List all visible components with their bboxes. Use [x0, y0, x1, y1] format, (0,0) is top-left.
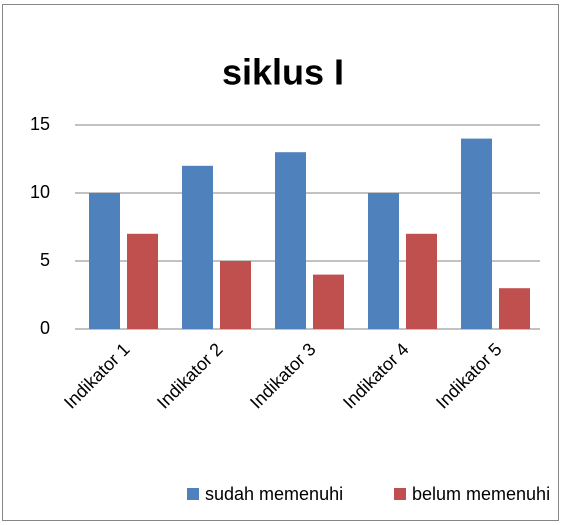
- y-tick-label: 5: [40, 250, 50, 270]
- bar: [313, 274, 344, 329]
- y-tick-label: 0: [40, 318, 50, 338]
- bar: [275, 152, 306, 329]
- bar: [127, 233, 158, 329]
- bar: [220, 261, 251, 329]
- legend-label: sudah memenuhi: [205, 484, 343, 504]
- chart-title: siklus I: [222, 52, 344, 93]
- bar: [89, 193, 120, 329]
- legend-label: belum memenuhi: [412, 484, 550, 504]
- bar: [499, 288, 530, 329]
- bar: [461, 138, 492, 329]
- legend-swatch: [394, 488, 406, 500]
- y-tick-label: 15: [30, 114, 50, 134]
- y-tick-label: 10: [30, 182, 50, 202]
- bar: [406, 233, 437, 329]
- bar: [182, 165, 213, 329]
- bar: [368, 193, 399, 329]
- legend-swatch: [187, 488, 199, 500]
